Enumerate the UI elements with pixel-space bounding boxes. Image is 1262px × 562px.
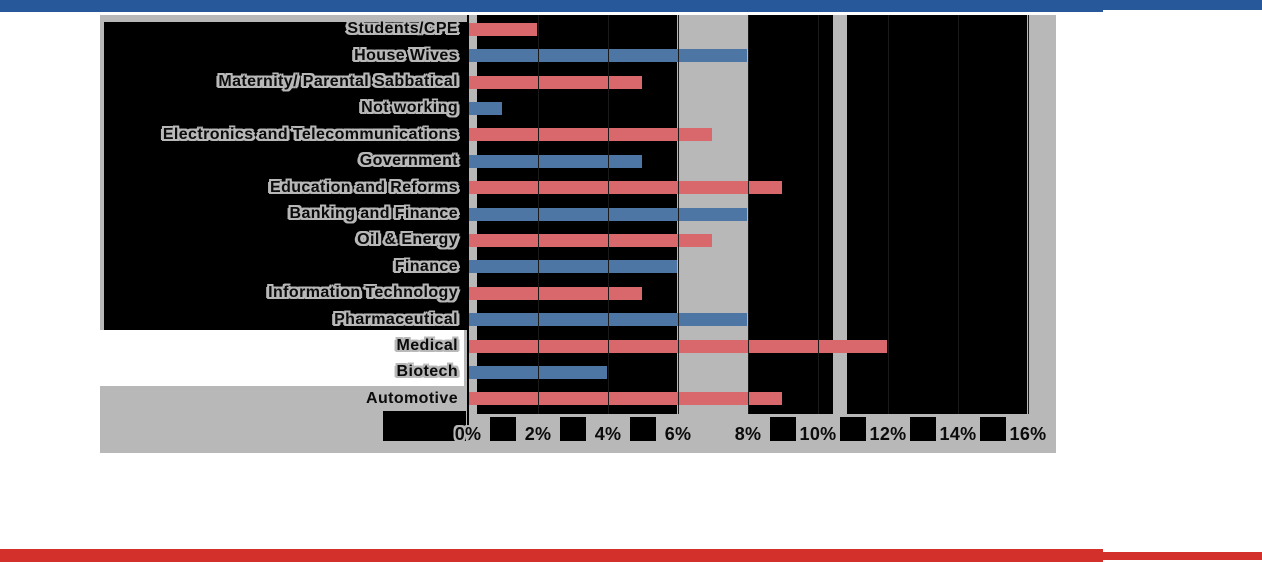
top-banner-right bbox=[1103, 0, 1262, 10]
category-label: Automotive bbox=[366, 389, 458, 407]
bar bbox=[469, 154, 642, 168]
gridline bbox=[888, 15, 889, 414]
bar bbox=[469, 101, 502, 115]
x-axis-tick-label: 6% bbox=[664, 424, 692, 444]
category-label: Maternity/ Parental Sabbatical bbox=[218, 73, 458, 90]
category-label: Finance bbox=[394, 257, 458, 275]
bar bbox=[469, 181, 782, 195]
category-label: Not working bbox=[361, 99, 458, 117]
x-axis-tick-label: 16% bbox=[1009, 424, 1047, 444]
category-label: Medical bbox=[396, 337, 458, 354]
x-axis-tick-label: 8% bbox=[734, 424, 762, 444]
plot-gray-band-10-12 bbox=[833, 15, 847, 414]
category-label: Banking and Finance bbox=[289, 205, 458, 222]
category-label: House Wives bbox=[354, 46, 458, 64]
axis-artifact-chunk bbox=[490, 417, 516, 441]
x-axis-tick-label: 10% bbox=[799, 424, 837, 444]
category-axis-line bbox=[467, 15, 469, 441]
top-banner-main bbox=[0, 0, 1103, 12]
axis-artifact-chunk bbox=[560, 417, 586, 441]
gridline bbox=[678, 15, 679, 414]
axis-artifact-chunk bbox=[980, 417, 1006, 441]
category-label: Biotech bbox=[396, 363, 458, 381]
category-label: Students/CPE bbox=[347, 20, 458, 38]
x-axis-tick-label: 0% bbox=[454, 424, 482, 444]
x-axis-tick-label: 4% bbox=[594, 424, 622, 444]
category-label: Education and Reforms bbox=[270, 178, 458, 196]
gridline bbox=[538, 15, 539, 414]
bar bbox=[469, 392, 782, 406]
category-label: Electronics and Telecommunications bbox=[162, 125, 458, 143]
gridline bbox=[958, 15, 959, 414]
bar bbox=[469, 286, 642, 300]
axis-artifact-chunk bbox=[840, 417, 866, 441]
x-axis-tick-label: 14% bbox=[939, 424, 977, 444]
gridline bbox=[608, 15, 609, 414]
label-white-zone bbox=[100, 330, 464, 386]
bar bbox=[469, 128, 712, 142]
category-label: Information Technology bbox=[268, 284, 458, 302]
gridline bbox=[818, 15, 819, 414]
bar bbox=[469, 233, 712, 247]
bar bbox=[469, 75, 642, 89]
category-label: Government bbox=[359, 152, 458, 170]
bar bbox=[469, 260, 677, 274]
bottom-banner-main bbox=[0, 549, 1103, 562]
x-axis-tick-label: 2% bbox=[524, 424, 552, 444]
axis-artifact-chunk bbox=[770, 417, 796, 441]
axis-artifact-block bbox=[383, 411, 466, 441]
bottom-banner-right bbox=[1103, 552, 1262, 560]
category-label: Oil & Energy bbox=[357, 231, 458, 249]
bar bbox=[469, 22, 537, 36]
gridline bbox=[1028, 15, 1029, 414]
axis-artifact-chunk bbox=[910, 417, 936, 441]
category-label: Pharmaceutical bbox=[334, 310, 458, 328]
axis-artifact-chunk bbox=[630, 417, 656, 441]
x-axis-tick-label: 12% bbox=[869, 424, 907, 444]
gridline bbox=[748, 15, 749, 414]
category-label-backdrop bbox=[104, 22, 468, 330]
